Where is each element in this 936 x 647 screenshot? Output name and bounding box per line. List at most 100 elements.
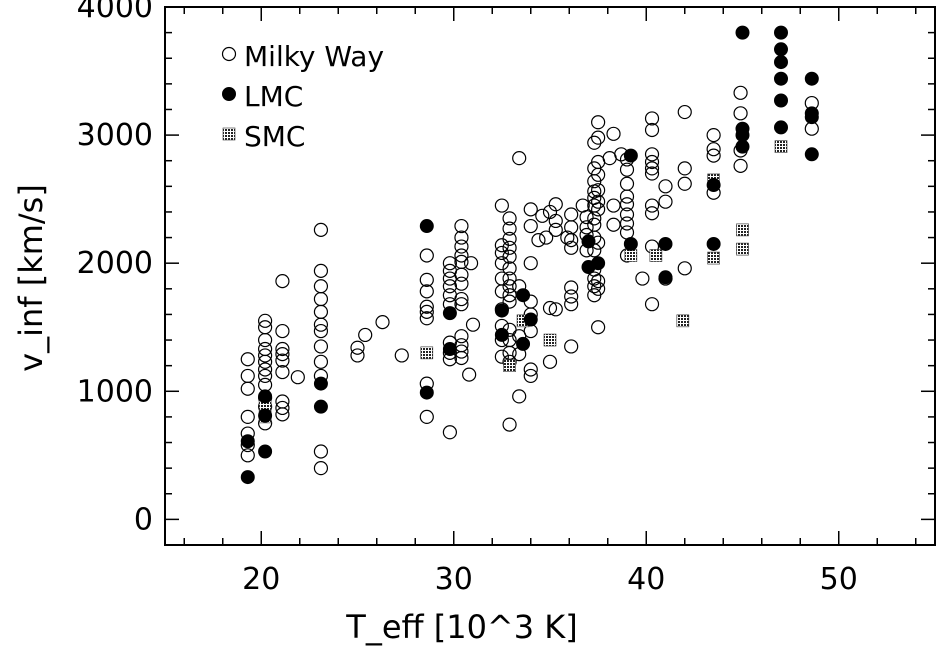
milky-way-point bbox=[442, 279, 457, 294]
milky-way-point bbox=[733, 106, 748, 121]
milky-way-point bbox=[658, 179, 673, 194]
milky-way-point bbox=[454, 276, 469, 291]
plot-frame bbox=[164, 6, 936, 546]
lmc-point bbox=[706, 236, 721, 251]
milky-way-point bbox=[454, 297, 469, 312]
milky-way-point bbox=[454, 291, 469, 307]
lmc-point bbox=[516, 336, 531, 351]
milky-way-point bbox=[454, 267, 469, 282]
milky-way-point bbox=[564, 207, 579, 222]
milky-way-point bbox=[350, 348, 365, 363]
legend-smc-marker bbox=[222, 127, 236, 141]
y-tick-label: 4000 bbox=[77, 0, 153, 25]
milky-way-point bbox=[502, 345, 517, 360]
milky-way-point bbox=[606, 198, 621, 213]
legend-smc-label: SMC bbox=[244, 120, 305, 153]
milky-way-point bbox=[644, 166, 660, 181]
milky-way-point bbox=[442, 425, 457, 440]
milky-way-point bbox=[523, 202, 538, 217]
milky-way-point bbox=[591, 194, 606, 209]
milky-way-point bbox=[706, 127, 721, 143]
milky-way-point bbox=[564, 289, 579, 304]
lmc-point bbox=[774, 93, 788, 108]
milky-way-point bbox=[606, 217, 621, 232]
lmc-point bbox=[313, 376, 328, 391]
milky-way-point bbox=[644, 154, 660, 170]
milky-way-point bbox=[591, 115, 606, 130]
lmc-point bbox=[735, 25, 750, 40]
milky-way-point bbox=[512, 151, 527, 166]
milky-way-point bbox=[465, 317, 481, 332]
milky-way-point bbox=[313, 291, 329, 307]
milky-way-point bbox=[454, 350, 469, 366]
milky-way-point bbox=[258, 313, 273, 328]
lmc-point bbox=[516, 288, 531, 303]
lmc-point bbox=[774, 25, 788, 40]
milky-way-point bbox=[454, 230, 469, 245]
milky-way-point bbox=[548, 302, 563, 317]
milky-way-point bbox=[658, 194, 673, 209]
milky-way-point bbox=[240, 368, 255, 384]
milky-way-point bbox=[523, 362, 538, 377]
milky-way-point bbox=[644, 297, 660, 312]
milky-way-point bbox=[733, 85, 748, 100]
milky-way-point bbox=[644, 122, 660, 138]
x-tick-label: 40 bbox=[627, 562, 665, 597]
milky-way-point bbox=[350, 340, 365, 355]
milky-way-point bbox=[454, 248, 469, 263]
milky-way-point bbox=[677, 104, 692, 120]
milky-way-point bbox=[313, 323, 329, 339]
milky-way-point bbox=[677, 161, 692, 176]
lmc-point bbox=[735, 139, 750, 154]
milky-way-point bbox=[419, 248, 434, 263]
lmc-point bbox=[581, 234, 596, 249]
milky-way-point bbox=[523, 368, 538, 384]
y-tick-label: 2000 bbox=[77, 246, 153, 281]
milky-way-point bbox=[375, 315, 390, 330]
milky-way-point bbox=[644, 161, 660, 176]
lmc-point bbox=[258, 408, 273, 423]
milky-way-point bbox=[535, 208, 550, 223]
milky-way-point bbox=[419, 272, 434, 287]
smc-point bbox=[543, 333, 557, 347]
milky-way-point bbox=[313, 317, 329, 332]
lmc-point bbox=[774, 120, 788, 135]
milky-way-point bbox=[258, 354, 273, 369]
milky-way-point bbox=[313, 304, 329, 319]
milky-way-point bbox=[564, 339, 579, 354]
lmc-point bbox=[240, 470, 255, 485]
lmc-point bbox=[623, 236, 638, 251]
milky-way-point bbox=[240, 381, 255, 396]
lmc-point bbox=[774, 42, 788, 57]
milky-way-point bbox=[275, 341, 290, 357]
milky-way-point bbox=[587, 135, 602, 150]
x-tick-label: 50 bbox=[820, 562, 858, 597]
lmc-point bbox=[804, 147, 819, 162]
lmc-point bbox=[658, 270, 673, 285]
milky-way-point bbox=[240, 448, 255, 463]
milky-way-point bbox=[258, 362, 273, 377]
milky-way-point bbox=[502, 240, 517, 255]
milky-way-point bbox=[454, 329, 469, 344]
milky-way-point bbox=[619, 162, 635, 177]
milky-way-point bbox=[564, 297, 579, 312]
milky-way-point bbox=[706, 148, 721, 163]
milky-way-point bbox=[275, 400, 290, 416]
milky-way-point bbox=[560, 230, 575, 245]
milky-way-point bbox=[512, 389, 527, 404]
milky-way-point bbox=[275, 274, 290, 289]
lmc-point bbox=[494, 327, 509, 342]
milky-way-point bbox=[619, 197, 635, 212]
lmc-point bbox=[804, 110, 819, 125]
milky-way-point bbox=[313, 444, 329, 459]
smc-point bbox=[774, 140, 788, 153]
milky-way-point bbox=[502, 261, 517, 276]
smc-point bbox=[649, 249, 663, 262]
milky-way-point bbox=[542, 300, 558, 316]
milky-way-point bbox=[454, 239, 469, 254]
milky-way-point bbox=[502, 271, 517, 286]
lmc-point bbox=[258, 444, 273, 459]
milky-way-point bbox=[494, 245, 509, 261]
milky-way-point bbox=[462, 367, 477, 382]
milky-way-point bbox=[619, 216, 635, 231]
